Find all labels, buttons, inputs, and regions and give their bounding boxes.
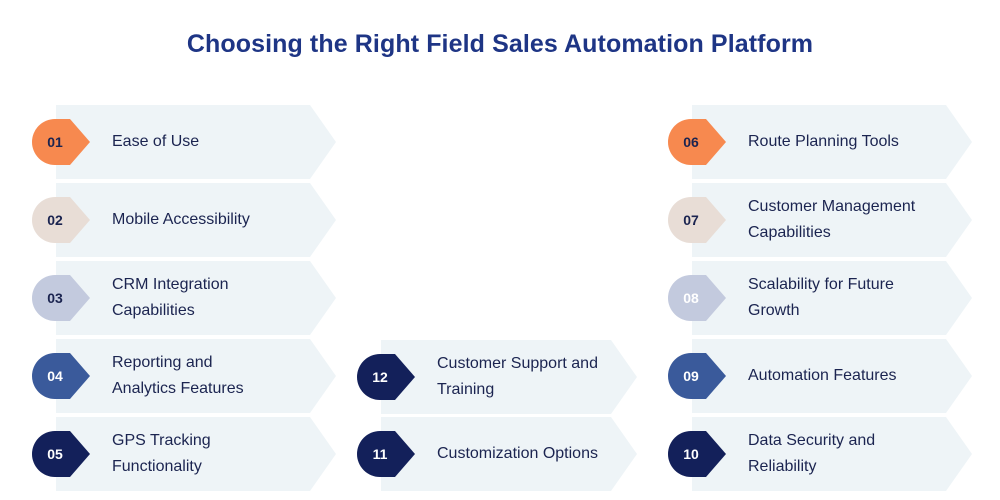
step-04-card: 04 Reporting and Analytics Features — [32, 339, 336, 413]
step-12-card: 12 Customer Support and Training — [357, 340, 637, 414]
step-label: Scalability for Future Growth — [748, 276, 894, 319]
step-02-card: 02 Mobile Accessibility — [32, 183, 336, 257]
step-number-badge: 07 — [668, 197, 726, 243]
card-background — [381, 417, 637, 491]
teardrop-badge-shape — [668, 119, 726, 165]
teardrop-badge-shape — [32, 275, 90, 321]
step-number: 08 — [683, 290, 699, 306]
step-label: Ease of Use — [112, 133, 200, 150]
step-label: Mobile Accessibility — [112, 211, 250, 228]
card-background — [692, 417, 972, 491]
card-background — [56, 105, 336, 179]
step-label: Reporting and Analytics Features — [112, 354, 244, 397]
card-background — [56, 339, 336, 413]
step-07-card: 07 Customer Management Capabilities — [668, 183, 972, 257]
card-background — [56, 417, 336, 491]
step-number-badge: 05 — [32, 431, 90, 477]
teardrop-badge-shape — [668, 197, 726, 243]
card-background — [692, 105, 972, 179]
teardrop-badge-shape — [668, 353, 726, 399]
step-number-badge: 08 — [668, 275, 726, 321]
step-01-card: 01 Ease of Use — [32, 105, 336, 179]
step-label: CRM Integration Capabilities — [112, 276, 229, 319]
card-background — [381, 340, 637, 414]
card-background — [692, 183, 972, 257]
step-label: Data Security and Reliability — [748, 432, 876, 475]
step-label: Customization Options — [437, 445, 598, 462]
card-background — [56, 183, 336, 257]
teardrop-badge-shape — [32, 119, 90, 165]
step-number: 04 — [47, 368, 63, 384]
step-09-card: 09 Automation Features — [668, 339, 972, 413]
step-number-badge: 01 — [32, 119, 90, 165]
teardrop-badge-shape — [668, 275, 726, 321]
card-background — [56, 261, 336, 335]
step-number: 05 — [47, 446, 63, 462]
card-background — [692, 261, 972, 335]
step-number: 01 — [47, 134, 63, 150]
step-number-badge: 11 — [357, 431, 415, 477]
step-label: Customer Management Capabilities — [748, 198, 916, 241]
step-08-card: 08 Scalability for Future Growth — [668, 261, 972, 335]
teardrop-badge-shape — [32, 197, 90, 243]
step-03-card: 03 CRM Integration Capabilities — [32, 261, 336, 335]
step-number: 02 — [47, 212, 63, 228]
step-label: Automation Features — [748, 367, 897, 384]
step-number: 06 — [683, 134, 699, 150]
teardrop-badge-shape — [32, 353, 90, 399]
step-number: 11 — [372, 446, 388, 462]
step-number: 09 — [683, 368, 699, 384]
step-label: Route Planning Tools — [748, 133, 899, 150]
step-number-badge: 09 — [668, 353, 726, 399]
step-10-card: 10 Data Security and Reliability — [668, 417, 972, 491]
card-background — [692, 339, 972, 413]
step-number-badge: 03 — [32, 275, 90, 321]
page-title: Choosing the Right Field Sales Automatio… — [186, 30, 814, 58]
teardrop-badge-shape — [357, 354, 415, 400]
step-number-badge: 02 — [32, 197, 90, 243]
teardrop-badge-shape — [32, 431, 90, 477]
step-number: 07 — [683, 212, 699, 228]
teardrop-badge-shape — [668, 431, 726, 477]
step-number: 12 — [372, 369, 388, 385]
step-label: Customer Support and Training — [437, 355, 598, 398]
step-label: GPS Tracking Functionality — [112, 432, 211, 475]
step-05-card: 05 GPS Tracking Functionality — [32, 417, 336, 491]
teardrop-badge-shape — [357, 431, 415, 477]
step-number-badge: 04 — [32, 353, 90, 399]
step-number-badge: 12 — [357, 354, 415, 400]
step-06-card: 06 Route Planning Tools — [668, 105, 972, 179]
step-number: 03 — [47, 290, 63, 306]
step-number-badge: 06 — [668, 119, 726, 165]
step-11-card: 11 Customization Options — [357, 417, 637, 491]
step-number: 10 — [683, 446, 699, 462]
step-number-badge: 10 — [668, 431, 726, 477]
